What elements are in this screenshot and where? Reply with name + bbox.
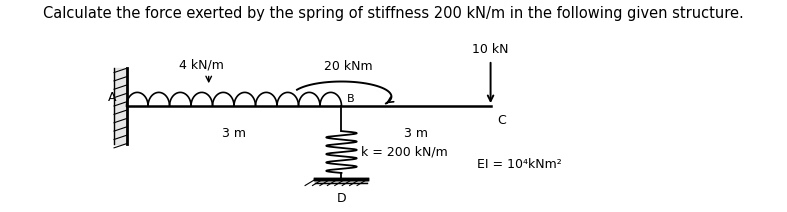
Text: 3 m: 3 m [404, 127, 428, 140]
Text: k = 200 kN/m: k = 200 kN/m [361, 145, 448, 159]
Text: D: D [337, 192, 346, 205]
Text: B: B [347, 94, 355, 104]
Text: Calculate the force exerted by the spring of stiffness 200 kN/m in the following: Calculate the force exerted by the sprin… [43, 6, 744, 21]
Text: 4 kN/m: 4 kN/m [179, 59, 224, 71]
Text: 20 kNm: 20 kNm [324, 60, 373, 73]
Text: 10 kN: 10 kN [472, 43, 509, 56]
Text: A: A [108, 91, 116, 104]
Text: EI = 10⁴kNm²: EI = 10⁴kNm² [477, 158, 561, 171]
Text: C: C [497, 114, 506, 127]
Text: 3 m: 3 m [222, 127, 246, 140]
Bar [316, 179, 368, 183]
